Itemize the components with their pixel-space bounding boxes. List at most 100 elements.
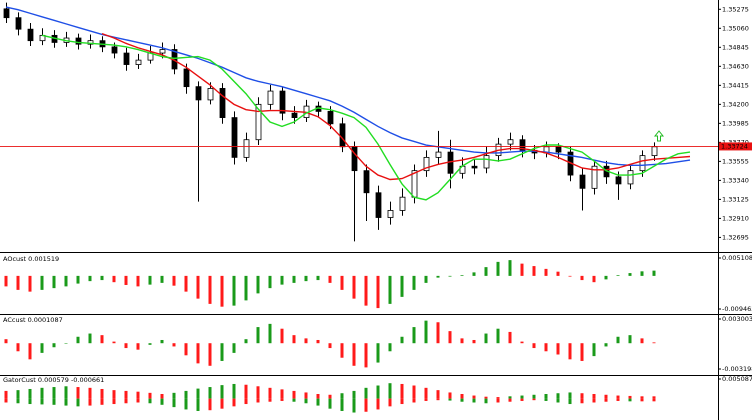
histogram-bar — [280, 398, 284, 401]
histogram-bar — [652, 398, 656, 402]
histogram-bar — [472, 272, 476, 276]
histogram-bar — [568, 275, 572, 277]
alligator-line — [101, 32, 691, 181]
histogram-bar — [568, 392, 572, 399]
histogram-bar — [244, 275, 248, 301]
histogram-bar — [244, 339, 248, 344]
candle-body — [243, 139, 250, 158]
histogram-bar — [148, 392, 152, 399]
histogram-bar — [88, 275, 92, 282]
histogram-bar — [460, 338, 464, 344]
histogram-bar — [64, 275, 68, 287]
histogram-bar — [328, 275, 332, 283]
candle-body — [555, 146, 562, 153]
current-price-box — [719, 142, 752, 151]
histogram-bar — [616, 398, 620, 401]
histogram-bar — [604, 394, 608, 399]
candle-body — [363, 170, 370, 194]
histogram-bar — [268, 275, 272, 289]
y-tick-label: 1.35275 — [722, 5, 749, 13]
histogram-bar — [148, 343, 152, 345]
histogram-bar — [16, 390, 20, 399]
histogram-bar — [112, 398, 116, 405]
histogram-bar — [544, 343, 548, 352]
histogram-bar — [532, 266, 536, 276]
candle-body — [615, 176, 622, 185]
histogram-bar — [64, 343, 68, 344]
candle-body — [423, 156, 430, 172]
histogram-bar — [304, 398, 308, 404]
histogram-bar — [28, 343, 32, 360]
histogram-bar — [520, 398, 524, 401]
histogram-bar — [220, 275, 224, 307]
alligator-line — [5, 6, 691, 167]
histogram-bar — [376, 275, 380, 309]
histogram-bar — [412, 275, 416, 290]
candle-body — [591, 165, 598, 189]
histogram-bar — [16, 343, 20, 352]
histogram-bar — [364, 387, 368, 399]
candle-body — [339, 123, 346, 148]
histogram-bar — [628, 398, 632, 402]
histogram-bar — [292, 390, 296, 399]
histogram-bar — [268, 398, 272, 402]
histogram-bar — [52, 275, 56, 289]
histogram-bar — [256, 398, 260, 403]
histogram-bar — [124, 275, 128, 285]
histogram-bar — [628, 335, 632, 344]
histogram-bar — [364, 398, 368, 412]
histogram-bar — [112, 390, 116, 399]
histogram-bar — [328, 398, 332, 409]
histogram-bar — [496, 397, 500, 399]
histogram-bar — [280, 328, 284, 344]
histogram-bar — [412, 398, 416, 403]
candle-body — [507, 139, 514, 145]
histogram-bar — [400, 275, 404, 297]
y-tick-label: 1.33340 — [722, 176, 749, 184]
histogram-bar — [52, 343, 56, 348]
histogram-bar — [652, 342, 656, 344]
histogram-bar — [352, 275, 356, 299]
histogram-bar — [400, 336, 404, 344]
histogram-bar — [184, 343, 188, 356]
histogram-bar — [376, 343, 380, 363]
y-tick-label: -0.0031988 — [722, 365, 752, 373]
histogram-bar — [28, 398, 32, 405]
y-tick-label: 0.0030039 — [722, 315, 752, 323]
histogram-bar — [304, 392, 308, 399]
candle-body — [3, 8, 10, 19]
y-tick-label: 1.34415 — [722, 81, 749, 89]
histogram-bar — [352, 390, 356, 399]
candle-body — [207, 88, 214, 101]
histogram-bar — [580, 398, 584, 404]
histogram-bar — [304, 338, 308, 344]
histogram-bar — [28, 275, 32, 292]
histogram-bar — [364, 343, 368, 368]
histogram-bar — [232, 398, 236, 407]
histogram-bar — [472, 398, 476, 403]
current-price-label: 1.33724 — [721, 142, 748, 150]
candle-body — [87, 40, 94, 45]
histogram-bar — [436, 322, 440, 344]
candle-body — [387, 210, 394, 218]
histogram-bar — [40, 275, 44, 290]
histogram-bar — [412, 385, 416, 399]
histogram-bar — [556, 271, 560, 276]
alligator-line — [41, 34, 691, 201]
histogram-bar — [556, 343, 560, 355]
candle-body — [123, 52, 130, 65]
histogram-bar — [16, 275, 20, 290]
y-tick-label: 1.33770 — [722, 138, 749, 146]
candle-body — [471, 165, 478, 169]
histogram-bar — [388, 343, 392, 352]
histogram-bar — [172, 275, 176, 286]
histogram-bar — [400, 383, 404, 399]
histogram-bar — [616, 395, 620, 399]
histogram-bar — [460, 398, 464, 402]
histogram-bar — [436, 390, 440, 399]
histogram-bar — [544, 268, 548, 276]
histogram-bar — [544, 398, 548, 401]
histogram-bar — [580, 343, 584, 361]
histogram-bar — [52, 387, 56, 399]
